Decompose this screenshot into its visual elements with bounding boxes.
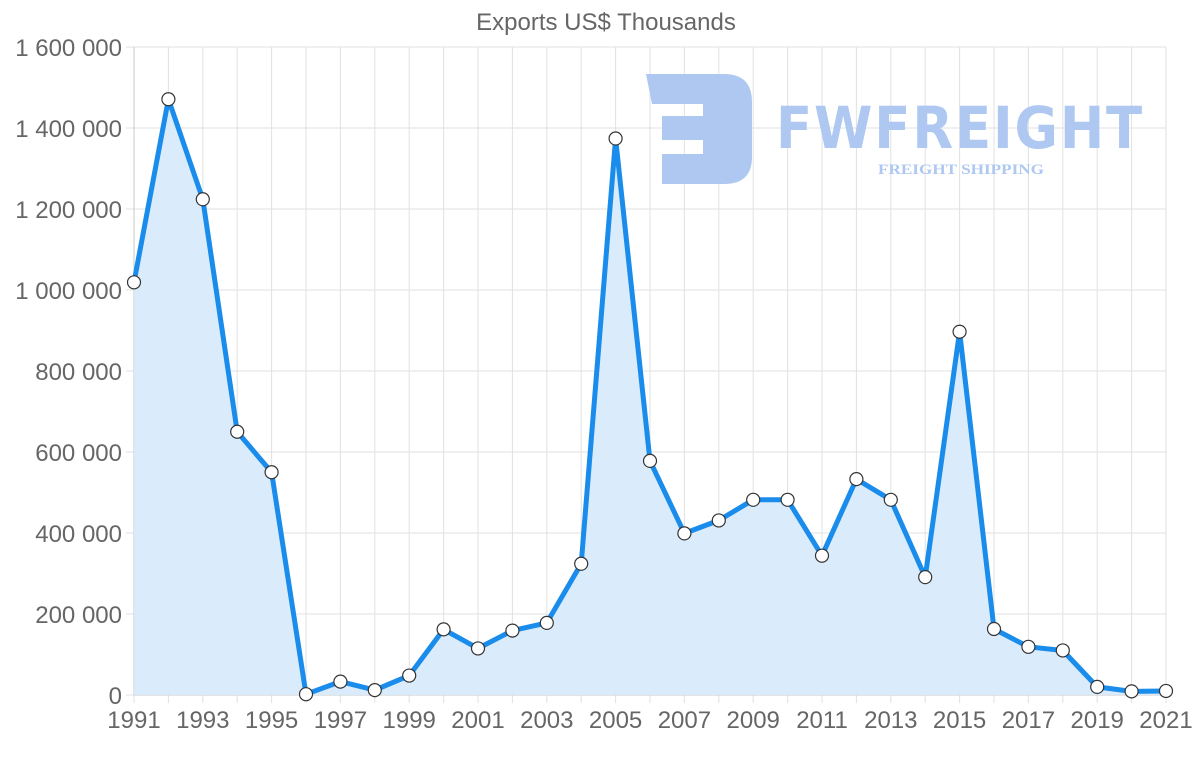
- data-point[interactable]: [367, 683, 382, 698]
- chart-title: Exports US$ Thousands: [476, 9, 736, 36]
- data-point[interactable]: [505, 623, 520, 638]
- data-points: [126, 92, 1174, 702]
- y-tick-label: 1 200 000: [15, 197, 122, 224]
- data-point[interactable]: [264, 465, 279, 480]
- data-point[interactable]: [230, 424, 245, 439]
- y-tick-label: 600 000: [35, 440, 122, 467]
- x-tick-label: 2019: [1071, 707, 1124, 734]
- y-tick-label: 200 000: [35, 602, 122, 629]
- x-tick-label: 2003: [520, 707, 573, 734]
- data-point[interactable]: [402, 668, 417, 683]
- watermark-brand: FWFREIGHT: [776, 94, 1144, 162]
- data-point[interactable]: [574, 556, 589, 571]
- data-point[interactable]: [883, 492, 898, 507]
- y-tick-label: 1 600 000: [15, 35, 122, 62]
- area-fill: [134, 99, 1166, 695]
- x-tick-label: 2005: [589, 707, 642, 734]
- watermark-tagline: FREIGHT SHIPPING: [878, 162, 1044, 178]
- data-point[interactable]: [918, 570, 933, 585]
- data-point[interactable]: [849, 472, 864, 487]
- data-point[interactable]: [1124, 684, 1139, 699]
- data-point[interactable]: [1090, 679, 1105, 695]
- x-tick-label: 2021: [1139, 707, 1192, 734]
- data-point[interactable]: [298, 687, 314, 702]
- x-tick-label: 2011: [796, 707, 848, 734]
- x-tick-label: 1997: [314, 707, 367, 734]
- y-axis-ticks: 0 200 000 400 000 600 000 800 000 1 000 000 1 …: [15, 35, 122, 710]
- x-tick-label: 1993: [176, 707, 229, 734]
- data-point[interactable]: [195, 192, 210, 207]
- data-point[interactable]: [642, 453, 658, 469]
- data-point[interactable]: [711, 513, 726, 528]
- fwfreight-watermark: FWFREIGHT FREIGHT SHIPPING: [646, 74, 1144, 184]
- y-tick-label: 1 400 000: [15, 116, 122, 143]
- y-tick-label: 800 000: [35, 359, 122, 386]
- data-point[interactable]: [780, 492, 795, 507]
- data-point[interactable]: [333, 674, 348, 689]
- x-tick-label: 1999: [383, 707, 436, 734]
- data-point[interactable]: [677, 526, 692, 541]
- x-tick-label: 1995: [245, 707, 298, 734]
- y-tick-label: 0: [109, 683, 122, 710]
- data-point[interactable]: [986, 621, 1002, 637]
- fwfreight-logo-icon: [646, 74, 752, 184]
- data-point[interactable]: [746, 492, 761, 507]
- x-tick-label: 2001: [451, 707, 504, 734]
- data-point[interactable]: [539, 615, 554, 631]
- x-tick-label: 2015: [933, 707, 986, 734]
- data-point[interactable]: [470, 641, 486, 656]
- data-point[interactable]: [126, 275, 142, 290]
- data-point[interactable]: [1055, 643, 1070, 658]
- x-axis-ticks: 1991 1993 1995 1997 1999 2001 2003 2005 2007 2009…: [107, 707, 1192, 734]
- x-tick-label: 2009: [727, 707, 780, 734]
- data-point[interactable]: [1021, 639, 1036, 654]
- y-tick-label: 1 000 000: [15, 278, 122, 305]
- data-point[interactable]: [1158, 683, 1174, 699]
- x-tick-label: 2007: [658, 707, 711, 734]
- y-tick-label: 400 000: [35, 521, 122, 548]
- data-point[interactable]: [952, 324, 967, 339]
- data-point[interactable]: [161, 92, 176, 107]
- data-point[interactable]: [608, 131, 623, 146]
- x-tick-label: 2013: [864, 707, 917, 734]
- data-point[interactable]: [436, 622, 451, 637]
- x-tick-label: 2017: [1002, 707, 1055, 734]
- data-point[interactable]: [814, 548, 830, 563]
- x-tick-label: 1991: [107, 707, 160, 734]
